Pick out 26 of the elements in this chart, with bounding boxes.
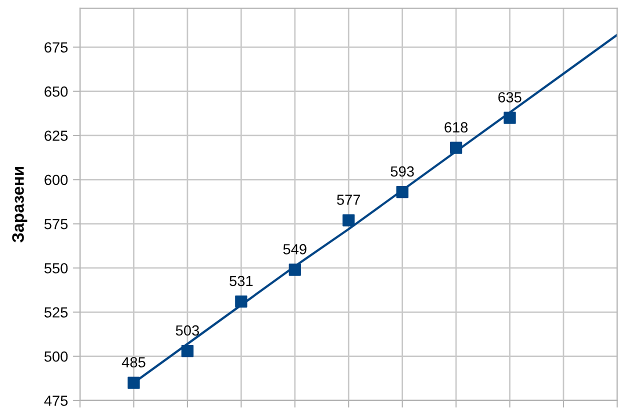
point (128, 376, 140, 389)
y-tick-label: 550 (44, 263, 68, 274)
point (342, 214, 355, 226)
y-axis-title: Заразени (12, 167, 28, 243)
data-label: 549 (283, 244, 306, 254)
data-label: 635 (498, 92, 522, 102)
point (181, 344, 194, 358)
data-label: 618 (444, 122, 468, 132)
data-label: 577 (337, 194, 360, 205)
data-label: 593 (390, 166, 414, 177)
data-label: 531 (230, 276, 253, 286)
point (450, 142, 462, 154)
point (235, 295, 248, 308)
y-tick-label: 625 (44, 130, 68, 141)
point (396, 186, 408, 198)
y-tick-label: 475 (44, 396, 68, 406)
y-tick-label: 600 (44, 174, 68, 186)
y-tick-label: 575 (44, 219, 68, 230)
y-tick-label: 650 (44, 86, 68, 97)
y-tick-label: 525 (44, 307, 68, 318)
point (504, 112, 516, 124)
y-tick-label: 675 (44, 42, 68, 53)
point (288, 264, 301, 276)
data-label: 503 (176, 325, 199, 336)
y-tick-label: 500 (44, 351, 68, 362)
data-label: 485 (122, 357, 146, 368)
